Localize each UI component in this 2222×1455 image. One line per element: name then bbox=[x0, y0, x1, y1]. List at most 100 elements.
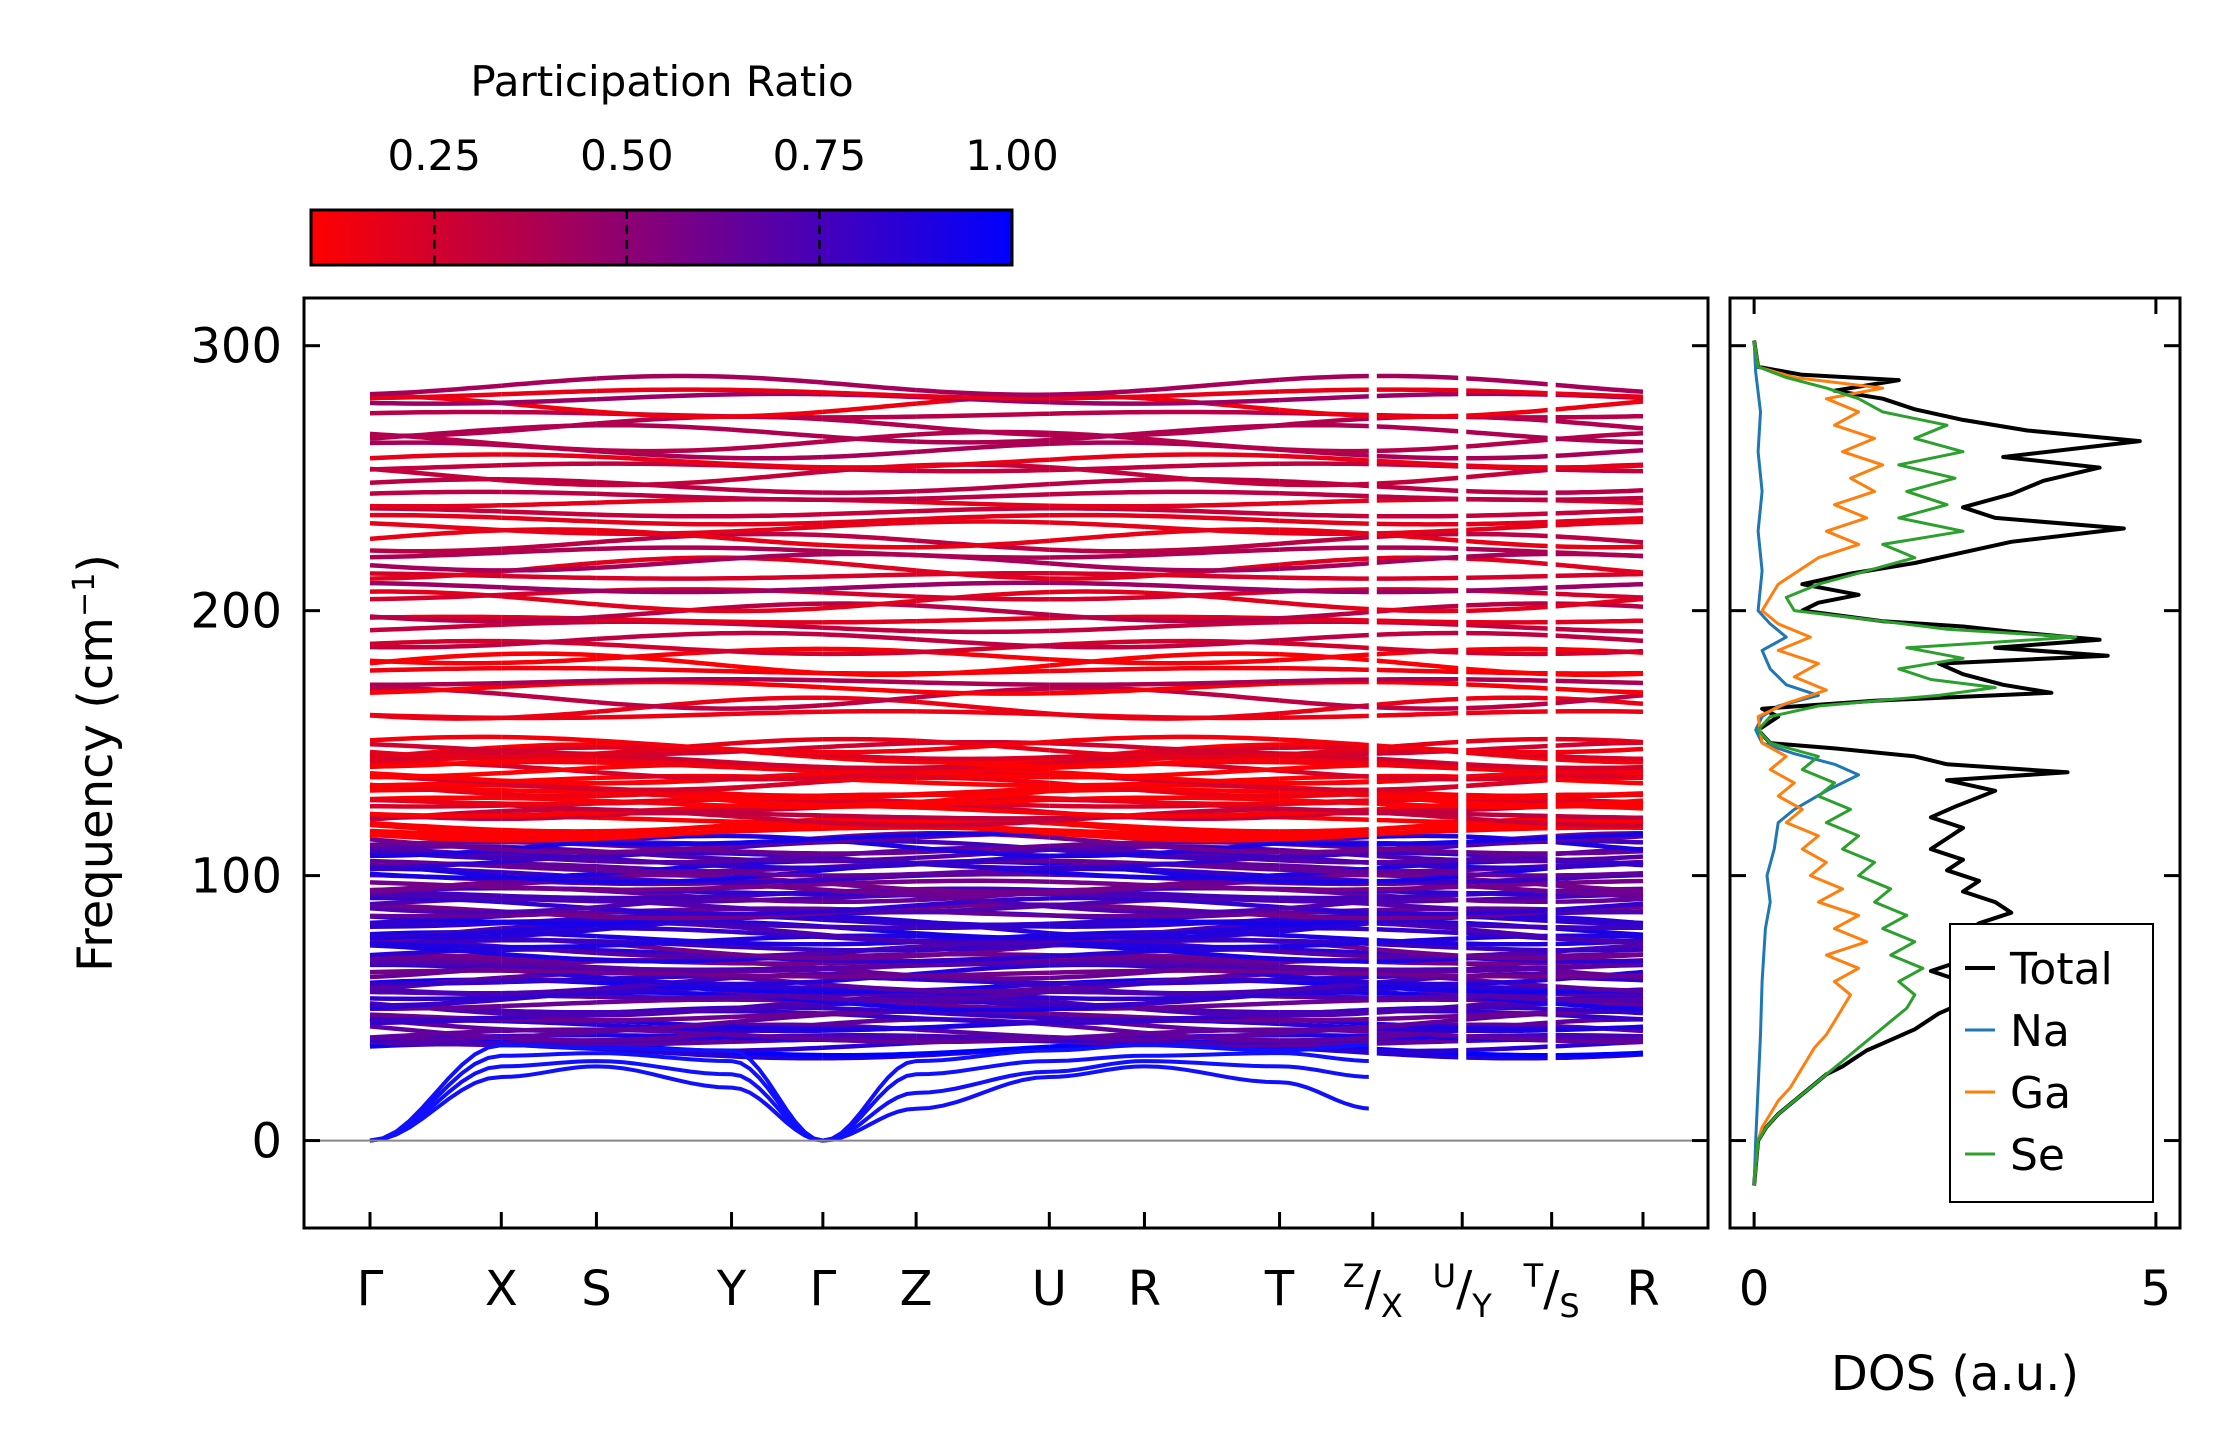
band-line bbox=[916, 411, 1050, 419]
band-line bbox=[822, 416, 917, 429]
band-line bbox=[1372, 483, 1463, 494]
band-line bbox=[501, 614, 597, 624]
band-line bbox=[1144, 436, 1280, 452]
band-line bbox=[1372, 413, 1463, 419]
band-line bbox=[369, 622, 502, 633]
band-line bbox=[501, 854, 597, 861]
band-line bbox=[1462, 388, 1552, 396]
band-line bbox=[501, 836, 597, 843]
band-line bbox=[1279, 737, 1373, 748]
band-line bbox=[1462, 531, 1552, 539]
band-line bbox=[596, 807, 732, 814]
band-line bbox=[1279, 980, 1374, 993]
kpath-label: Z/X bbox=[1343, 1257, 1403, 1325]
band-line bbox=[1049, 923, 1145, 929]
band-line bbox=[731, 487, 823, 495]
dos-line-ga bbox=[1752, 340, 1885, 1186]
band-line bbox=[1462, 453, 1552, 461]
band-line bbox=[1551, 562, 1644, 575]
band-line bbox=[596, 969, 732, 978]
band-line bbox=[1551, 997, 1644, 1003]
band-line bbox=[822, 520, 917, 530]
band-line bbox=[1372, 743, 1463, 753]
band-line bbox=[731, 737, 823, 746]
band-line bbox=[915, 853, 1050, 867]
band-line bbox=[1372, 822, 1463, 832]
band-line bbox=[731, 909, 823, 916]
band-line bbox=[1551, 1012, 1644, 1022]
band-line bbox=[1144, 513, 1280, 523]
band-line bbox=[1279, 373, 1373, 383]
band-line bbox=[1049, 682, 1145, 688]
band-line bbox=[1279, 632, 1373, 643]
band-line bbox=[1551, 798, 1644, 807]
band-line bbox=[369, 965, 502, 980]
band-line bbox=[1144, 788, 1280, 799]
band-line bbox=[1144, 943, 1280, 950]
band-line bbox=[822, 464, 917, 470]
band-line bbox=[1372, 926, 1463, 936]
band-line bbox=[501, 765, 597, 776]
band-line bbox=[1372, 475, 1463, 487]
band-line bbox=[1144, 811, 1280, 819]
band-line bbox=[1144, 814, 1280, 822]
band-line bbox=[1049, 869, 1145, 880]
band-line bbox=[501, 461, 597, 468]
band-line bbox=[1144, 832, 1280, 839]
band-line bbox=[1551, 447, 1644, 459]
band-line bbox=[1551, 839, 1644, 853]
band-line bbox=[1462, 523, 1552, 533]
band-line bbox=[369, 550, 502, 560]
band-line bbox=[596, 815, 732, 824]
legend-label: Total bbox=[2009, 944, 2113, 995]
band-line bbox=[1049, 520, 1145, 530]
band-line bbox=[1372, 1013, 1463, 1022]
dos-line-na bbox=[1752, 340, 1861, 1186]
band-line bbox=[822, 982, 917, 993]
band-line bbox=[1049, 512, 1145, 519]
band-line bbox=[1551, 860, 1644, 870]
band-line bbox=[501, 539, 597, 552]
band-line bbox=[1144, 452, 1280, 459]
band-line bbox=[501, 515, 597, 524]
band-line bbox=[1462, 511, 1552, 519]
band-line bbox=[596, 1030, 732, 1043]
band-line bbox=[1049, 773, 1145, 780]
band-line bbox=[1462, 953, 1552, 961]
band-line bbox=[369, 758, 502, 769]
band-line bbox=[1372, 391, 1463, 399]
band-line bbox=[731, 649, 823, 657]
band-line bbox=[1462, 677, 1552, 684]
band-line bbox=[1144, 937, 1280, 944]
band-line bbox=[1462, 736, 1552, 744]
band-line bbox=[916, 903, 1050, 915]
band-line bbox=[369, 749, 502, 760]
band-line bbox=[916, 1036, 1050, 1045]
band-line bbox=[1372, 801, 1463, 809]
band-line bbox=[596, 616, 732, 625]
band-line bbox=[1049, 489, 1145, 497]
band-line bbox=[1461, 991, 1552, 1002]
band-line bbox=[1372, 704, 1463, 711]
band-line bbox=[1372, 1038, 1463, 1046]
band-line bbox=[501, 500, 597, 508]
band-line bbox=[916, 628, 1050, 635]
band-line bbox=[1049, 432, 1145, 439]
band-line bbox=[1279, 840, 1373, 847]
band-line bbox=[369, 957, 502, 966]
band-line bbox=[822, 572, 917, 579]
band-line bbox=[1144, 472, 1280, 487]
band-line bbox=[1372, 774, 1463, 782]
band-line bbox=[596, 843, 732, 855]
band-line bbox=[369, 1038, 502, 1046]
band-line bbox=[1372, 937, 1463, 946]
band-line bbox=[1462, 585, 1552, 594]
band-line bbox=[1462, 1033, 1552, 1043]
band-line bbox=[501, 573, 597, 581]
band-line bbox=[1279, 461, 1373, 467]
band-line bbox=[1462, 966, 1552, 974]
band-line bbox=[1462, 519, 1552, 527]
band-line bbox=[1144, 422, 1280, 438]
band-line bbox=[596, 409, 732, 419]
band-line bbox=[1551, 848, 1644, 856]
